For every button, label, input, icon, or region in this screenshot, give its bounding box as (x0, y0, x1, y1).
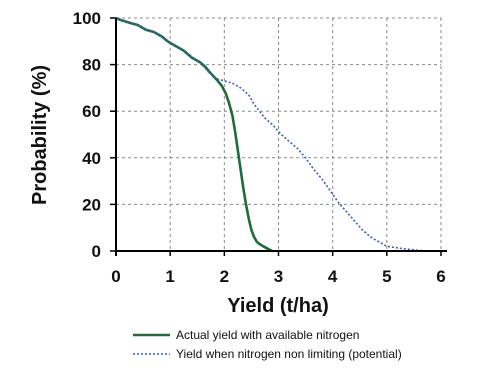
grid (116, 17, 442, 251)
x-tick-label: 4 (328, 267, 338, 286)
x-tick-label: 1 (165, 267, 174, 286)
legend: Actual yield with available nitrogen Yie… (133, 328, 402, 361)
y-axis-title: Probability (%) (29, 65, 51, 205)
x-tick-label: 6 (436, 267, 445, 286)
y-tick-label: 20 (82, 195, 101, 214)
x-tick-label: 3 (274, 267, 283, 286)
series-line-actual-yield (115, 16, 273, 253)
y-tick-label: 40 (82, 149, 101, 168)
series-line-potential-yield (115, 17, 441, 252)
y-tick-label: 80 (82, 56, 101, 75)
x-tick-label: 0 (111, 267, 120, 286)
legend-label-potential: Yield when nitrogen non limiting (potent… (176, 347, 402, 361)
x-tick-label: 2 (220, 267, 229, 286)
legend-label-actual: Actual yield with available nitrogen (176, 328, 359, 342)
y-tick-label: 60 (82, 102, 101, 121)
y-tick-label: 0 (92, 242, 101, 261)
x-axis-title: Yield (t/ha) (227, 295, 328, 317)
y-tick-label: 100 (73, 9, 101, 28)
axes (110, 17, 447, 256)
series-layer (115, 16, 441, 253)
x-tick-label: 5 (382, 267, 391, 286)
